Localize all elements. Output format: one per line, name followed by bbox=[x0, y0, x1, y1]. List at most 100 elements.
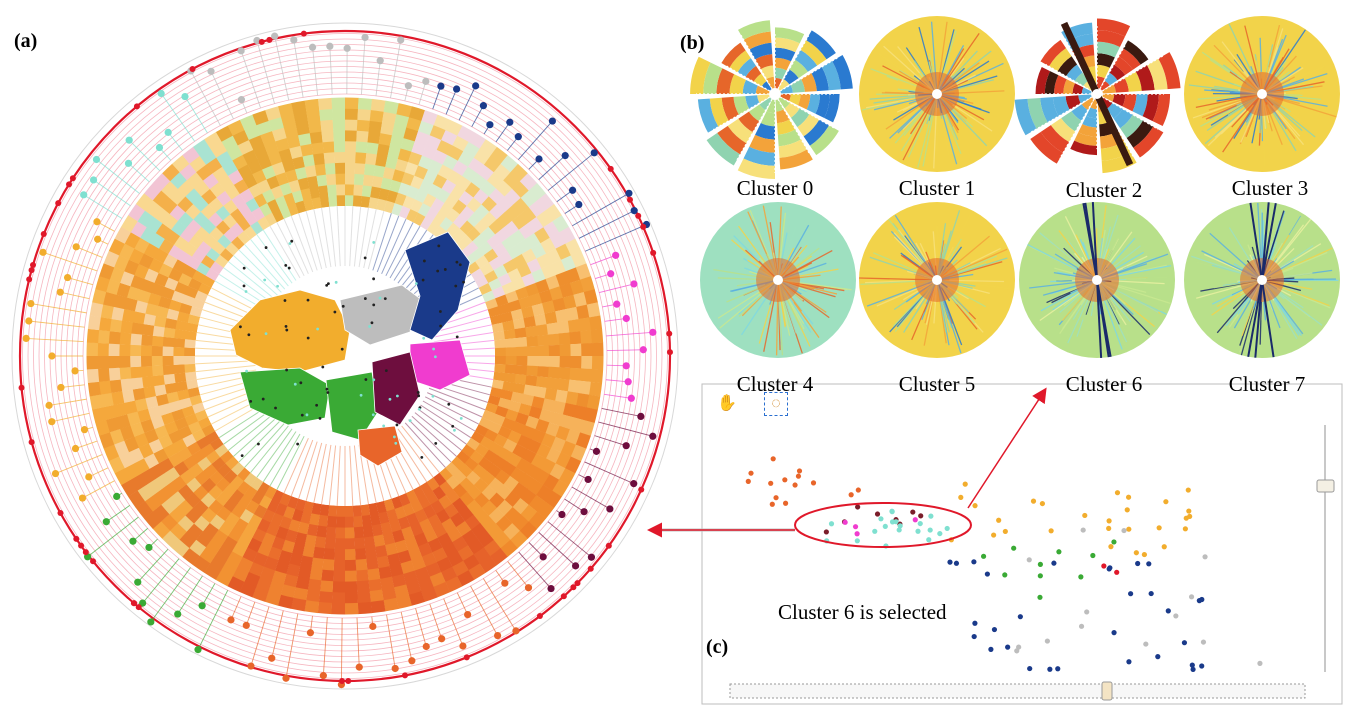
heatmap-cell bbox=[168, 506, 186, 524]
heatmap-cell bbox=[537, 356, 550, 367]
heatmap-cell bbox=[278, 549, 293, 564]
inner-spoke bbox=[276, 222, 305, 277]
cluster-label-0: Cluster 0 bbox=[736, 176, 814, 200]
cluster-marker bbox=[606, 505, 614, 513]
heatmap-cell bbox=[169, 523, 187, 541]
glyph-cell bbox=[753, 73, 767, 87]
cluster-link bbox=[48, 398, 87, 406]
heatmap-cell bbox=[202, 172, 219, 190]
scatter-point bbox=[828, 521, 835, 527]
heatmap-cell bbox=[257, 542, 272, 557]
heatmap-cell bbox=[502, 320, 516, 331]
heatmap-cell bbox=[205, 538, 223, 555]
cluster-marker bbox=[207, 67, 215, 75]
glyph-cell bbox=[745, 95, 760, 109]
cluster-marker bbox=[51, 469, 60, 478]
heatmap-cell bbox=[503, 171, 521, 189]
heatmap-cell bbox=[123, 259, 139, 276]
map-station-dot bbox=[239, 325, 242, 329]
heatmap-cell bbox=[475, 254, 490, 269]
map-station-dot bbox=[372, 241, 376, 244]
scatter-point bbox=[988, 646, 994, 652]
heatmap-cell bbox=[268, 116, 285, 132]
heatmap-cell bbox=[320, 580, 334, 593]
map-station-dot bbox=[383, 297, 387, 301]
cluster-link bbox=[547, 152, 595, 191]
heatmap-cell bbox=[464, 457, 479, 472]
scatter-point bbox=[996, 517, 1002, 523]
heatmap-cell bbox=[495, 294, 509, 307]
inner-spoke bbox=[422, 400, 476, 432]
heatmap-cell bbox=[193, 139, 211, 157]
heatmap-cell bbox=[432, 547, 448, 563]
heatmap-cell bbox=[345, 108, 359, 120]
map-station-dot bbox=[242, 284, 246, 288]
radial-cluster-view bbox=[11, 22, 679, 690]
heatmap-cell bbox=[135, 193, 154, 211]
heatmap-cell bbox=[446, 222, 461, 237]
heatmap-cell bbox=[191, 248, 207, 263]
heatmap-cell bbox=[491, 379, 505, 390]
cluster-marker bbox=[391, 664, 399, 673]
inner-spoke bbox=[223, 408, 273, 445]
heatmap-cell bbox=[152, 504, 170, 522]
glyph-cell bbox=[733, 96, 750, 115]
heatmap-cell bbox=[152, 374, 165, 387]
heatmap-cell bbox=[414, 130, 431, 146]
cluster-marker bbox=[282, 674, 290, 682]
ring-marker bbox=[40, 231, 47, 238]
heatmap-cell bbox=[528, 200, 546, 218]
heatmap-cell bbox=[302, 544, 315, 558]
heatmap-cell bbox=[137, 210, 154, 228]
heatmap-cell bbox=[334, 548, 345, 561]
heatmap-cell bbox=[258, 202, 273, 217]
hand-icon[interactable]: ✋ bbox=[717, 395, 737, 412]
heatmap-cell bbox=[242, 149, 258, 165]
heatmap-cell bbox=[177, 211, 194, 228]
heatmap-cell bbox=[248, 134, 265, 150]
vertical-slider-handle[interactable] bbox=[1316, 479, 1335, 493]
glyph-cell bbox=[1014, 98, 1037, 136]
heatmap-cell bbox=[163, 373, 176, 385]
scatter-point bbox=[897, 523, 903, 529]
heatmap-cell bbox=[375, 544, 388, 559]
heatmap-cell bbox=[328, 194, 338, 207]
heatmap-cell bbox=[438, 494, 453, 510]
heatmap-cell bbox=[477, 531, 495, 548]
lasso-select-icon[interactable]: ◌ bbox=[764, 392, 788, 416]
cluster-link bbox=[106, 505, 131, 523]
map-station-dot bbox=[263, 278, 267, 282]
heatmap-cell bbox=[239, 114, 257, 131]
inner-spoke bbox=[321, 207, 332, 268]
heatmap-cell bbox=[243, 211, 258, 226]
heatmap-cell bbox=[248, 562, 265, 578]
cluster-link bbox=[432, 86, 442, 110]
heatmap-cell bbox=[404, 536, 419, 551]
heatmap-cell bbox=[119, 332, 132, 345]
glyph-center bbox=[770, 89, 780, 99]
heatmap-cell bbox=[483, 449, 499, 464]
heatmap-cell bbox=[336, 194, 346, 207]
heatmap-cell bbox=[120, 320, 133, 334]
scatter-point bbox=[1155, 654, 1161, 660]
heatmap-cell bbox=[482, 290, 496, 303]
heatmap-cell bbox=[265, 106, 282, 121]
inner-spoke bbox=[431, 316, 491, 334]
heatmap-cell bbox=[109, 379, 123, 394]
heatmap-cell bbox=[526, 335, 539, 347]
glyph-cell bbox=[777, 119, 796, 135]
heatmap-cell bbox=[551, 259, 567, 276]
heatmap-cell bbox=[360, 195, 371, 208]
cluster-link bbox=[445, 88, 458, 115]
cluster-marker bbox=[514, 133, 522, 141]
heatmap-cell bbox=[430, 499, 445, 515]
heatmap-cell bbox=[113, 255, 130, 272]
ring-marker bbox=[339, 677, 346, 684]
heatmap-cell bbox=[275, 137, 290, 152]
heatmap-cell bbox=[223, 228, 238, 243]
horizontal-slider-handle[interactable] bbox=[1101, 681, 1113, 701]
heatmap-cell bbox=[219, 450, 234, 464]
heatmap-cell bbox=[555, 308, 569, 323]
heatmap-cell bbox=[394, 113, 410, 128]
cluster-link bbox=[482, 578, 517, 632]
